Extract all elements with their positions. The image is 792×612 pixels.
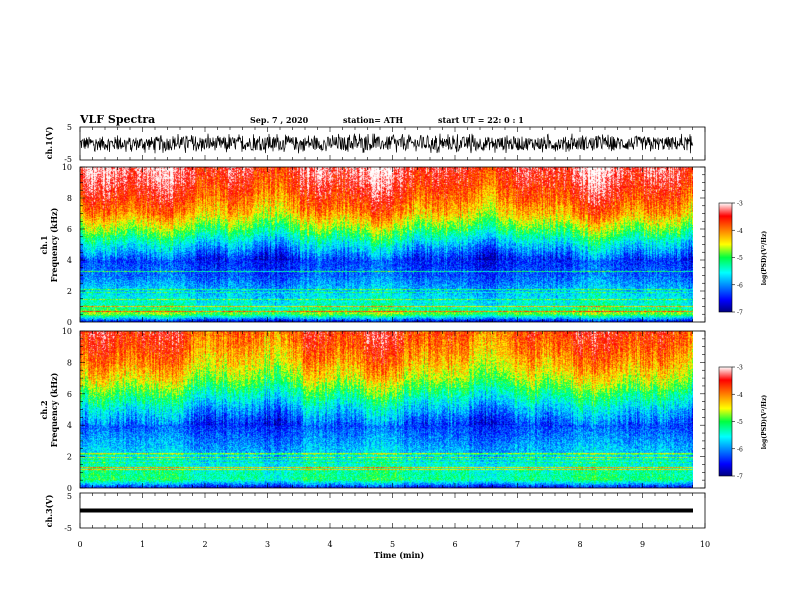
colorbar-tick-label: -7 xyxy=(737,474,743,481)
ch2-channel-label: ch.2 xyxy=(39,400,49,419)
time-tick-label: 8 xyxy=(577,540,582,549)
frequency-tick-label: 6 xyxy=(67,390,72,399)
ch2-spectrogram-ticks xyxy=(79,331,706,488)
station-label: station= ATH xyxy=(343,115,403,125)
ch2-colorbar-ticks: -3 -4 -5 -6 -7 xyxy=(732,365,743,481)
frequency-tick-label: 0 xyxy=(67,318,72,327)
time-tick-label: 10 xyxy=(700,540,710,549)
frequency-tick-label: 10 xyxy=(62,163,72,172)
ch1-waveform-panel: 5 -5 ch.1(V) xyxy=(44,123,706,164)
ch1-spectrogram-image xyxy=(80,167,693,322)
frequency-tick-label: 2 xyxy=(67,287,72,296)
ch1-waveform-ytick-top: 5 xyxy=(67,123,72,132)
time-tick-label: 1 xyxy=(140,540,145,549)
colorbar-tick-label: -3 xyxy=(737,201,743,208)
frequency-tick-label: 4 xyxy=(67,256,72,265)
date-label: Sep. 7 , 2020 xyxy=(250,115,309,125)
time-axis-label: Time (min) xyxy=(374,550,424,560)
ch1-waveform-ticks xyxy=(79,127,706,160)
ch1-waveform-ytick-bottom: -5 xyxy=(64,155,72,164)
ch2-spectrogram-image xyxy=(80,331,693,488)
frequency-tick-label: 8 xyxy=(67,358,72,367)
ch3-waveform-panel: 5 -5 ch.3(V) xyxy=(44,492,706,533)
colorbar-tick-label: -6 xyxy=(737,446,743,453)
time-tick-label: 4 xyxy=(327,540,332,549)
colorbar-tick-label: -6 xyxy=(737,282,743,289)
ch2-colorbar-label: log(PSD)(V²/Hz) xyxy=(761,395,768,450)
ch2-colorbar: -3 -4 -5 -6 -7 log(PSD)(V²/Hz) xyxy=(718,365,768,481)
time-axis: 0 1 2 3 4 5 6 7 8 9 10 xyxy=(77,540,710,549)
colorbar-tick-label: -4 xyxy=(737,228,743,235)
ch3-waveform-ticks xyxy=(79,493,706,528)
start-ut-label: start UT = 22: 0 : 1 xyxy=(438,115,524,125)
ch2-frequency-ylabel: Frequency (kHz) xyxy=(49,372,59,447)
ch1-channel-label: ch.1 xyxy=(39,235,49,254)
frequency-tick-label: 4 xyxy=(67,421,72,430)
ch3-waveform-ylabel: ch.3(V) xyxy=(44,494,54,527)
ch2-frequency-axis: 0 2 4 6 8 10 xyxy=(62,327,705,493)
frequency-tick-label: 6 xyxy=(67,225,72,234)
time-tick-label: 2 xyxy=(202,540,207,549)
frequency-tick-label: 0 xyxy=(67,484,72,493)
colorbar-tick-label: -5 xyxy=(737,255,743,262)
colorbar-tick-label: -7 xyxy=(737,310,743,317)
ch1-spectrogram-panel: 0 2 4 6 8 10 ch.1 Frequency (kHz) xyxy=(39,163,706,327)
ch1-waveform-trace xyxy=(79,133,694,154)
ch1-colorbar-label: log(PSD)(V²/Hz) xyxy=(761,231,768,286)
time-tick-label: 9 xyxy=(640,540,645,549)
frequency-tick-label: 2 xyxy=(67,453,72,462)
chart-title: VLF Spectra xyxy=(79,113,155,126)
colorbar-tick-label: -5 xyxy=(737,419,743,426)
colorbar-tick-label: -4 xyxy=(737,392,743,399)
colorbar-tick-label: -3 xyxy=(737,365,743,372)
ch1-frequency-ylabel: Frequency (kHz) xyxy=(49,207,59,282)
time-tick-label: 7 xyxy=(515,540,520,549)
ch1-spectrogram-ticks xyxy=(79,167,706,322)
frequency-tick-label: 10 xyxy=(62,327,72,336)
ch1-colorbar: -3 -4 -5 -6 -7 log(PSD)(V²/Hz) xyxy=(718,201,768,317)
ch1-waveform-ylabel: ch.1(V) xyxy=(44,126,54,159)
time-tick-label: 6 xyxy=(452,540,457,549)
ch2-spectrogram-panel: 0 2 4 6 8 10 ch.2 Frequency (kHz) xyxy=(39,327,706,493)
ch3-waveform-ytick-top: 5 xyxy=(67,492,72,501)
frequency-tick-label: 8 xyxy=(67,194,72,203)
ch1-colorbar-ticks: -3 -4 -5 -6 -7 xyxy=(732,201,743,317)
ch1-frequency-axis: 0 2 4 6 8 10 xyxy=(62,163,705,327)
time-tick-label: 0 xyxy=(77,540,82,549)
ch3-waveform-ytick-bottom: -5 xyxy=(64,524,72,533)
time-tick-label: 5 xyxy=(390,540,395,549)
time-tick-label: 3 xyxy=(265,540,270,549)
